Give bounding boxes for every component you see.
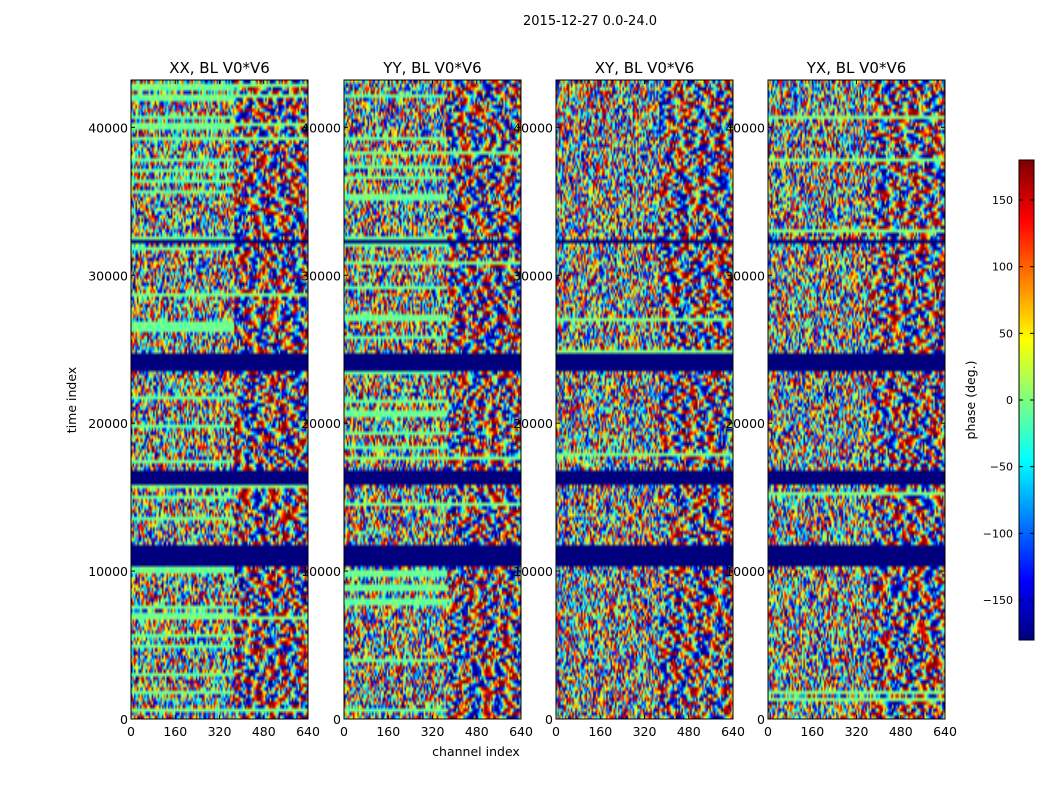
- x-tick-label: 640: [509, 724, 533, 739]
- y-tick-label: 30000: [725, 268, 765, 283]
- x-tick-label: 320: [421, 724, 445, 739]
- x-tick-label: 320: [845, 724, 869, 739]
- colorbar-label: phase (deg.): [963, 361, 978, 440]
- x-tick-label: 640: [933, 724, 957, 739]
- panel-3: [555, 79, 734, 720]
- y-tick-label: 30000: [513, 268, 553, 283]
- figure-title: 2015-12-27 0.0-24.0: [523, 14, 657, 29]
- panel-title: YY, BL V0*V6: [382, 59, 481, 77]
- y-tick-label: 10000: [88, 564, 128, 579]
- phase-image-3: [556, 80, 733, 719]
- y-axis-label: time index: [64, 367, 79, 433]
- colorbar-tick-label: 150: [992, 194, 1013, 207]
- y-tick-label: 10000: [301, 564, 341, 579]
- y-tick-label: 10000: [513, 564, 553, 579]
- x-axis-label: channel index: [432, 744, 520, 759]
- x-tick-label: 160: [163, 724, 187, 739]
- panel-4: [767, 79, 946, 720]
- panel-title: XX, BL V0*V6: [169, 59, 270, 77]
- panel-title: YX, BL V0*V6: [806, 59, 907, 77]
- x-tick-label: 320: [208, 724, 232, 739]
- x-tick-label: 0: [127, 724, 135, 739]
- y-tick-label: 20000: [88, 416, 128, 431]
- x-tick-label: 480: [889, 724, 913, 739]
- x-tick-label: 480: [252, 724, 276, 739]
- x-tick-label: 480: [677, 724, 701, 739]
- x-tick-label: 0: [552, 724, 560, 739]
- x-tick-label: 160: [800, 724, 824, 739]
- y-tick-label: 30000: [88, 268, 128, 283]
- phase-image-1: [131, 80, 308, 719]
- colorbar-tick-label: 100: [992, 261, 1013, 274]
- phase-image-4: [768, 80, 945, 719]
- x-tick-label: 160: [588, 724, 612, 739]
- y-tick-label: 40000: [513, 120, 553, 135]
- colorbar-tick-label: −50: [990, 461, 1013, 474]
- y-tick-label: 20000: [513, 416, 553, 431]
- colorbar-tick-label: −150: [983, 594, 1013, 607]
- x-tick-label: 640: [721, 724, 745, 739]
- y-tick-label: 20000: [725, 416, 765, 431]
- phase-image-2: [344, 80, 521, 719]
- y-tick-label: 20000: [301, 416, 341, 431]
- x-tick-label: 160: [376, 724, 400, 739]
- panel-title: XY, BL V0*V6: [595, 59, 695, 77]
- colorbar-tick-label: −100: [983, 527, 1013, 540]
- panel-2: [343, 79, 522, 720]
- x-tick-label: 0: [764, 724, 772, 739]
- y-tick-label: 0: [545, 712, 553, 727]
- x-tick-label: 480: [465, 724, 489, 739]
- x-tick-label: 320: [633, 724, 657, 739]
- y-tick-label: 0: [757, 712, 765, 727]
- y-tick-label: 30000: [301, 268, 341, 283]
- panel-1: [130, 79, 309, 720]
- y-tick-label: 40000: [301, 120, 341, 135]
- y-tick-label: 0: [333, 712, 341, 727]
- colorbar-tick-label: 0: [1006, 394, 1013, 407]
- colorbar-tick-label: 50: [999, 327, 1013, 340]
- y-tick-label: 0: [120, 712, 128, 727]
- y-tick-label: 40000: [725, 120, 765, 135]
- y-tick-label: 40000: [88, 120, 128, 135]
- x-tick-label: 640: [296, 724, 320, 739]
- x-tick-label: 0: [340, 724, 348, 739]
- y-tick-label: 10000: [725, 564, 765, 579]
